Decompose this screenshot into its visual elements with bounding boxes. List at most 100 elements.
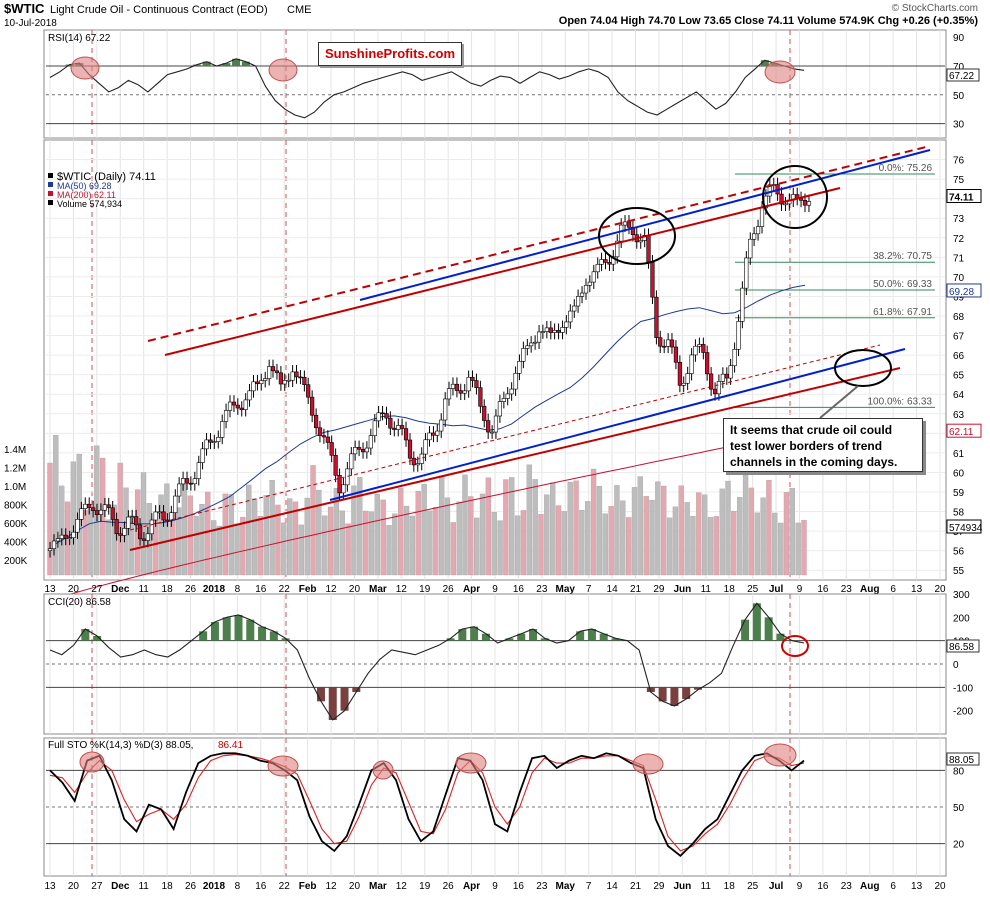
candle-up xyxy=(720,373,725,382)
fib-lines: 0.0%: 75.26 38.2%: 70.75 50.0%: 69.33 61.8%… xyxy=(735,163,935,408)
volume-bar xyxy=(228,494,234,576)
sto-tick-label: 20 xyxy=(953,840,965,851)
volume-bar xyxy=(748,487,755,576)
candle-down xyxy=(274,370,280,374)
legend-entry: MA(50) 69.28 xyxy=(57,181,112,191)
x-tick-label: 12 xyxy=(325,881,337,892)
right-value-box xyxy=(946,189,982,204)
candle-up xyxy=(716,381,722,395)
ma50-line xyxy=(53,284,806,546)
candle-up xyxy=(200,448,205,463)
x-tick-label: 18 xyxy=(162,584,174,595)
x-tick-label: 13 xyxy=(44,881,56,892)
fib-label: 38.2%: 70.75 xyxy=(873,251,932,262)
legend-swatch xyxy=(48,182,53,187)
candle-up xyxy=(98,509,104,515)
x-tick-label: 16 xyxy=(513,881,525,892)
x-tick-label: 13 xyxy=(44,584,56,595)
volume-tick-label: 1.0M xyxy=(4,482,26,493)
candle-up xyxy=(732,348,737,367)
volume-bar xyxy=(474,517,480,576)
candle-up xyxy=(204,439,209,450)
sto-highlights xyxy=(79,743,797,780)
sto-k-line xyxy=(49,752,805,857)
candle-up xyxy=(83,503,88,509)
cci-fill-down xyxy=(328,687,337,720)
volume-bar xyxy=(316,489,322,576)
candle-down xyxy=(110,507,115,520)
cci-ticks: 3002001000-100-200 xyxy=(953,590,973,718)
candle-down xyxy=(134,516,139,526)
candle-down xyxy=(239,407,244,410)
volume-bar xyxy=(608,506,614,576)
cci-last-box xyxy=(946,639,980,653)
cci-tick-label: 300 xyxy=(953,590,970,601)
candle-up xyxy=(736,321,741,350)
candle-up xyxy=(591,271,596,283)
cci-fill-up xyxy=(470,626,479,641)
cci-fill-up xyxy=(446,638,455,641)
candle-up xyxy=(173,495,178,513)
candle-down xyxy=(388,417,393,429)
sto-legend: Full STO %K(14,3) %D(3) 88.05, xyxy=(48,740,193,751)
candle-up xyxy=(216,437,221,442)
price-tick-label: 58 xyxy=(953,508,965,519)
sto-highlight xyxy=(79,751,105,773)
right-value-label: 74.11 xyxy=(949,193,974,204)
price-tick-label: 68 xyxy=(953,312,965,323)
cci-fill-up xyxy=(81,629,90,641)
candle-up xyxy=(681,382,686,386)
x-axis-bottom: 13 20 27 Dec 11 18 26 2018 8 16 22 Feb 12 20 Mar 12 19 26… xyxy=(44,881,946,892)
x-tick-label: 20 xyxy=(349,584,361,595)
candle-down xyxy=(431,432,436,436)
candle-up xyxy=(427,432,432,441)
x-tick-label: 25 xyxy=(747,584,759,595)
volume-bar xyxy=(433,507,439,576)
cci-fill-down xyxy=(646,687,655,692)
volume-bar xyxy=(655,481,661,576)
candle-down xyxy=(384,413,389,419)
candle-down xyxy=(646,235,651,263)
volume-bar xyxy=(509,477,515,576)
x-tick-label: Jul xyxy=(769,584,784,595)
volume-bar xyxy=(322,515,328,576)
price-tick-label: 59 xyxy=(953,488,965,499)
volume-bar xyxy=(199,504,205,576)
annotation-line-3: channels in the coming days. xyxy=(730,455,898,469)
x-tick-label: 26 xyxy=(185,881,197,892)
candle-up xyxy=(192,478,197,485)
x-tick-label: Mar xyxy=(369,881,387,892)
candle-up xyxy=(247,390,252,401)
x-tick-label: 20 xyxy=(68,881,80,892)
candle-down xyxy=(329,442,334,456)
volume-bar xyxy=(754,512,760,576)
legend-swatch xyxy=(48,200,53,205)
candle-up xyxy=(544,327,549,332)
watermark: © StockCharts.com xyxy=(892,3,978,14)
volume-bar xyxy=(795,522,801,576)
x-tick-label: May xyxy=(556,881,576,892)
volume-bar xyxy=(286,498,293,576)
x-tick-label: 9 xyxy=(492,881,498,892)
target-circle xyxy=(834,349,892,387)
volume-bar xyxy=(211,520,217,576)
x-tick-label: 6 xyxy=(890,584,896,595)
cci-fill-up xyxy=(93,636,102,641)
x-tick-label: 26 xyxy=(185,584,197,595)
cci-tick-label: -100 xyxy=(953,683,973,694)
candle-down xyxy=(407,439,413,459)
volume-bar xyxy=(193,515,199,576)
x-tick-label: Mar xyxy=(369,584,387,595)
volume-bar xyxy=(579,509,585,576)
x-tick-label: 18 xyxy=(724,881,736,892)
x-tick-label: 14 xyxy=(607,881,619,892)
x-tick-label: 11 xyxy=(701,584,712,595)
cci-fill-up xyxy=(576,631,585,641)
candle-down xyxy=(137,524,143,540)
sto-last-box xyxy=(946,752,980,766)
candle-up xyxy=(755,226,761,235)
volume-bar xyxy=(725,480,731,576)
volume-bar xyxy=(82,510,88,576)
candle-up xyxy=(568,310,573,323)
